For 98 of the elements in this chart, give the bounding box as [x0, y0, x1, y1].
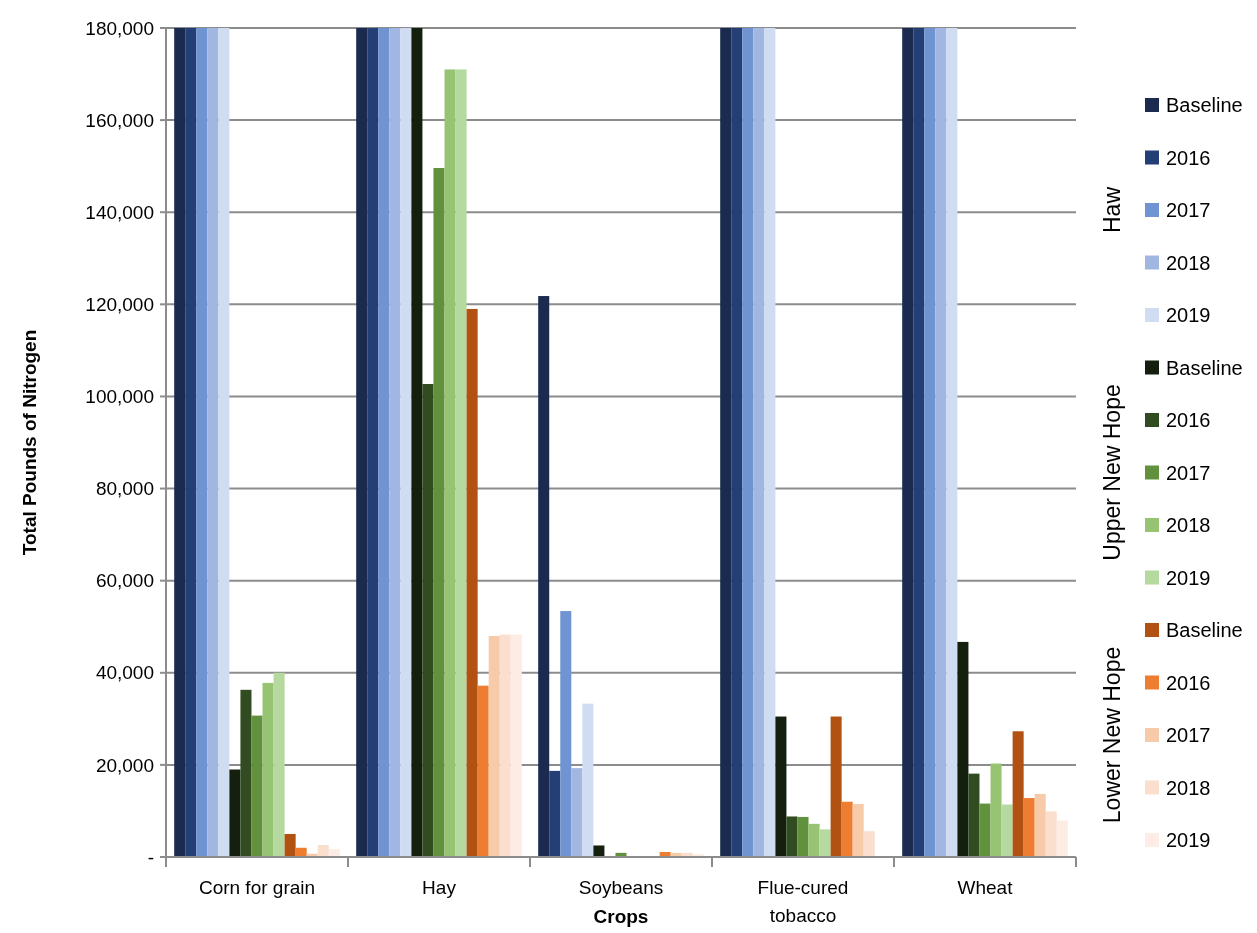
text: Lower New Hope: [1099, 646, 1125, 824]
bar: [582, 703, 594, 857]
bar: [1023, 798, 1035, 857]
bar: [560, 611, 572, 857]
legend-label: Baseline: [1166, 356, 1243, 379]
x-tick-label: Soybeans: [578, 877, 664, 898]
bar: [720, 28, 732, 857]
bar: [317, 845, 329, 857]
bar: [1012, 731, 1024, 857]
bar: [488, 635, 500, 857]
bar: [356, 28, 368, 857]
bar: [819, 829, 831, 857]
y-tick-label: 180,000: [85, 17, 154, 39]
legend-label: 2019: [1166, 829, 1211, 851]
bar: [538, 296, 550, 857]
bar: [273, 672, 285, 857]
bar: [328, 849, 340, 857]
bar: [808, 823, 820, 857]
bar: [1001, 804, 1013, 857]
bar: [218, 28, 230, 857]
bar: [775, 716, 787, 857]
bar: [207, 28, 219, 857]
bar: [571, 768, 583, 857]
bar: [477, 685, 489, 857]
x-tick-label: Flue-cured tobacco: [757, 877, 849, 926]
x-tick-label: Wheat: [957, 877, 1014, 898]
bar: [1056, 820, 1068, 857]
y-tick-label: -: [147, 846, 154, 868]
bar: [400, 28, 412, 857]
bar: [378, 28, 390, 857]
x-axis-title: Crops: [593, 906, 649, 927]
bar: [229, 769, 241, 857]
bar: [913, 28, 925, 857]
y-tick-label: 140,000: [85, 201, 154, 223]
bar: [935, 28, 947, 857]
x-tick-label: Hay: [422, 877, 457, 898]
y-tick-label: 60,000: [95, 570, 154, 592]
bar: [433, 168, 445, 857]
bar: [786, 816, 798, 857]
bar: [742, 28, 754, 857]
bar: [1045, 811, 1057, 857]
bar: [240, 689, 252, 857]
bar: [284, 833, 296, 857]
text: Haw: [1099, 186, 1125, 234]
legend-label: 2016: [1166, 671, 1211, 694]
bar: [830, 716, 842, 857]
bar: [466, 308, 478, 857]
y-tick-label: 80,000: [95, 478, 154, 500]
legend-label: 2018: [1166, 251, 1211, 274]
y-tick-label: 100,000: [85, 386, 154, 408]
bar: [968, 773, 980, 857]
legend-label: 2018: [1166, 514, 1211, 536]
bar: [367, 28, 379, 857]
bar: [455, 69, 467, 857]
legend-label: 2019: [1166, 566, 1211, 589]
y-tick-label: 40,000: [95, 662, 154, 684]
bar: [863, 831, 875, 857]
bar: [389, 28, 401, 857]
bar: [549, 770, 561, 857]
legend-label: 2017: [1166, 724, 1211, 746]
legend-label: 2016: [1166, 146, 1211, 169]
y-tick-label: 160,000: [85, 109, 154, 131]
y-tick-label: 120,000: [85, 293, 154, 315]
bar: [753, 28, 765, 857]
bar: [174, 28, 186, 857]
bar: [990, 763, 1002, 857]
bar: [262, 682, 274, 857]
bar: [731, 28, 743, 857]
bar: [411, 28, 423, 857]
legend-label: 2017: [1166, 461, 1211, 484]
bar: [510, 634, 522, 857]
bar: [251, 715, 263, 857]
legend-label: 2019: [1166, 304, 1211, 326]
legend-label: 2018: [1166, 776, 1211, 799]
bar: [852, 804, 864, 857]
bar: [185, 28, 197, 857]
legend-label: Baseline: [1166, 94, 1243, 116]
legend-label: 2017: [1166, 199, 1211, 221]
bar: [196, 28, 208, 857]
bar: [764, 28, 776, 857]
y-tick-label: 20,000: [95, 754, 154, 776]
y-axis-title: Total Pounds of Nitrogen: [19, 329, 40, 556]
bar: [841, 801, 853, 857]
legend-label: Baseline: [1166, 619, 1243, 641]
x-tick-label: Corn for grain: [198, 877, 316, 898]
bar: [593, 845, 605, 857]
bar: [957, 641, 969, 857]
bar: [979, 803, 991, 857]
bar: [902, 28, 914, 857]
bar: [797, 816, 809, 857]
bar: [1034, 793, 1046, 857]
bar: [422, 384, 434, 857]
text: Upper New Hope: [1099, 384, 1125, 561]
legend-label: 2016: [1166, 409, 1211, 431]
bar: [946, 28, 958, 857]
bar: [924, 28, 936, 857]
bar: [444, 69, 456, 857]
bar: [499, 634, 511, 857]
